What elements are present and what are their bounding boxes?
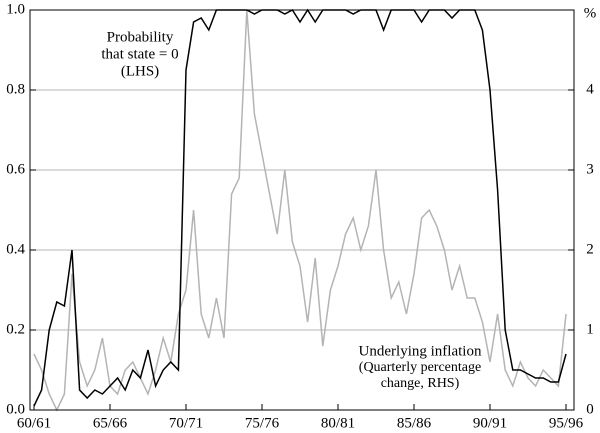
y-tick-label: 0.6 [6, 161, 25, 177]
x-tick-label: 70/71 [169, 415, 203, 431]
y2-unit: % [584, 5, 597, 21]
y-tick-label: 1.0 [6, 1, 25, 17]
annotation: Probability [107, 29, 174, 45]
y2-tick-label: 4 [586, 81, 594, 97]
y-tick-label: 0.0 [6, 401, 25, 417]
annotation: Underlying inflation [359, 343, 482, 359]
annotation: (LHS) [121, 63, 159, 79]
x-tick-label: 75/76 [245, 415, 280, 431]
x-tick-label: 90/91 [473, 415, 507, 431]
y2-tick-label: 3 [586, 161, 594, 177]
x-tick-label: 95/96 [549, 415, 584, 431]
y-tick-label: 0.4 [6, 241, 25, 257]
annotation: change, RHS) [381, 376, 460, 391]
series-line [33, 8, 567, 407]
x-tick-label: 60/61 [17, 415, 51, 431]
x-tick-label: 85/86 [397, 415, 432, 431]
x-tick-label: 80/81 [321, 415, 355, 431]
plot-frame [29, 9, 575, 411]
x-tick-label: 65/66 [93, 415, 128, 431]
y2-tick-label: 0 [586, 401, 594, 417]
y2-tick-label: 1 [586, 321, 594, 337]
y2-tick-label: 2 [586, 241, 594, 257]
annotation: (Quarterly percentage [359, 360, 481, 375]
y-tick-label: 0.2 [6, 321, 25, 337]
series-line [33, 9, 567, 412]
annotation: that state = 0 [101, 46, 178, 62]
y-tick-label: 0.8 [6, 81, 25, 97]
